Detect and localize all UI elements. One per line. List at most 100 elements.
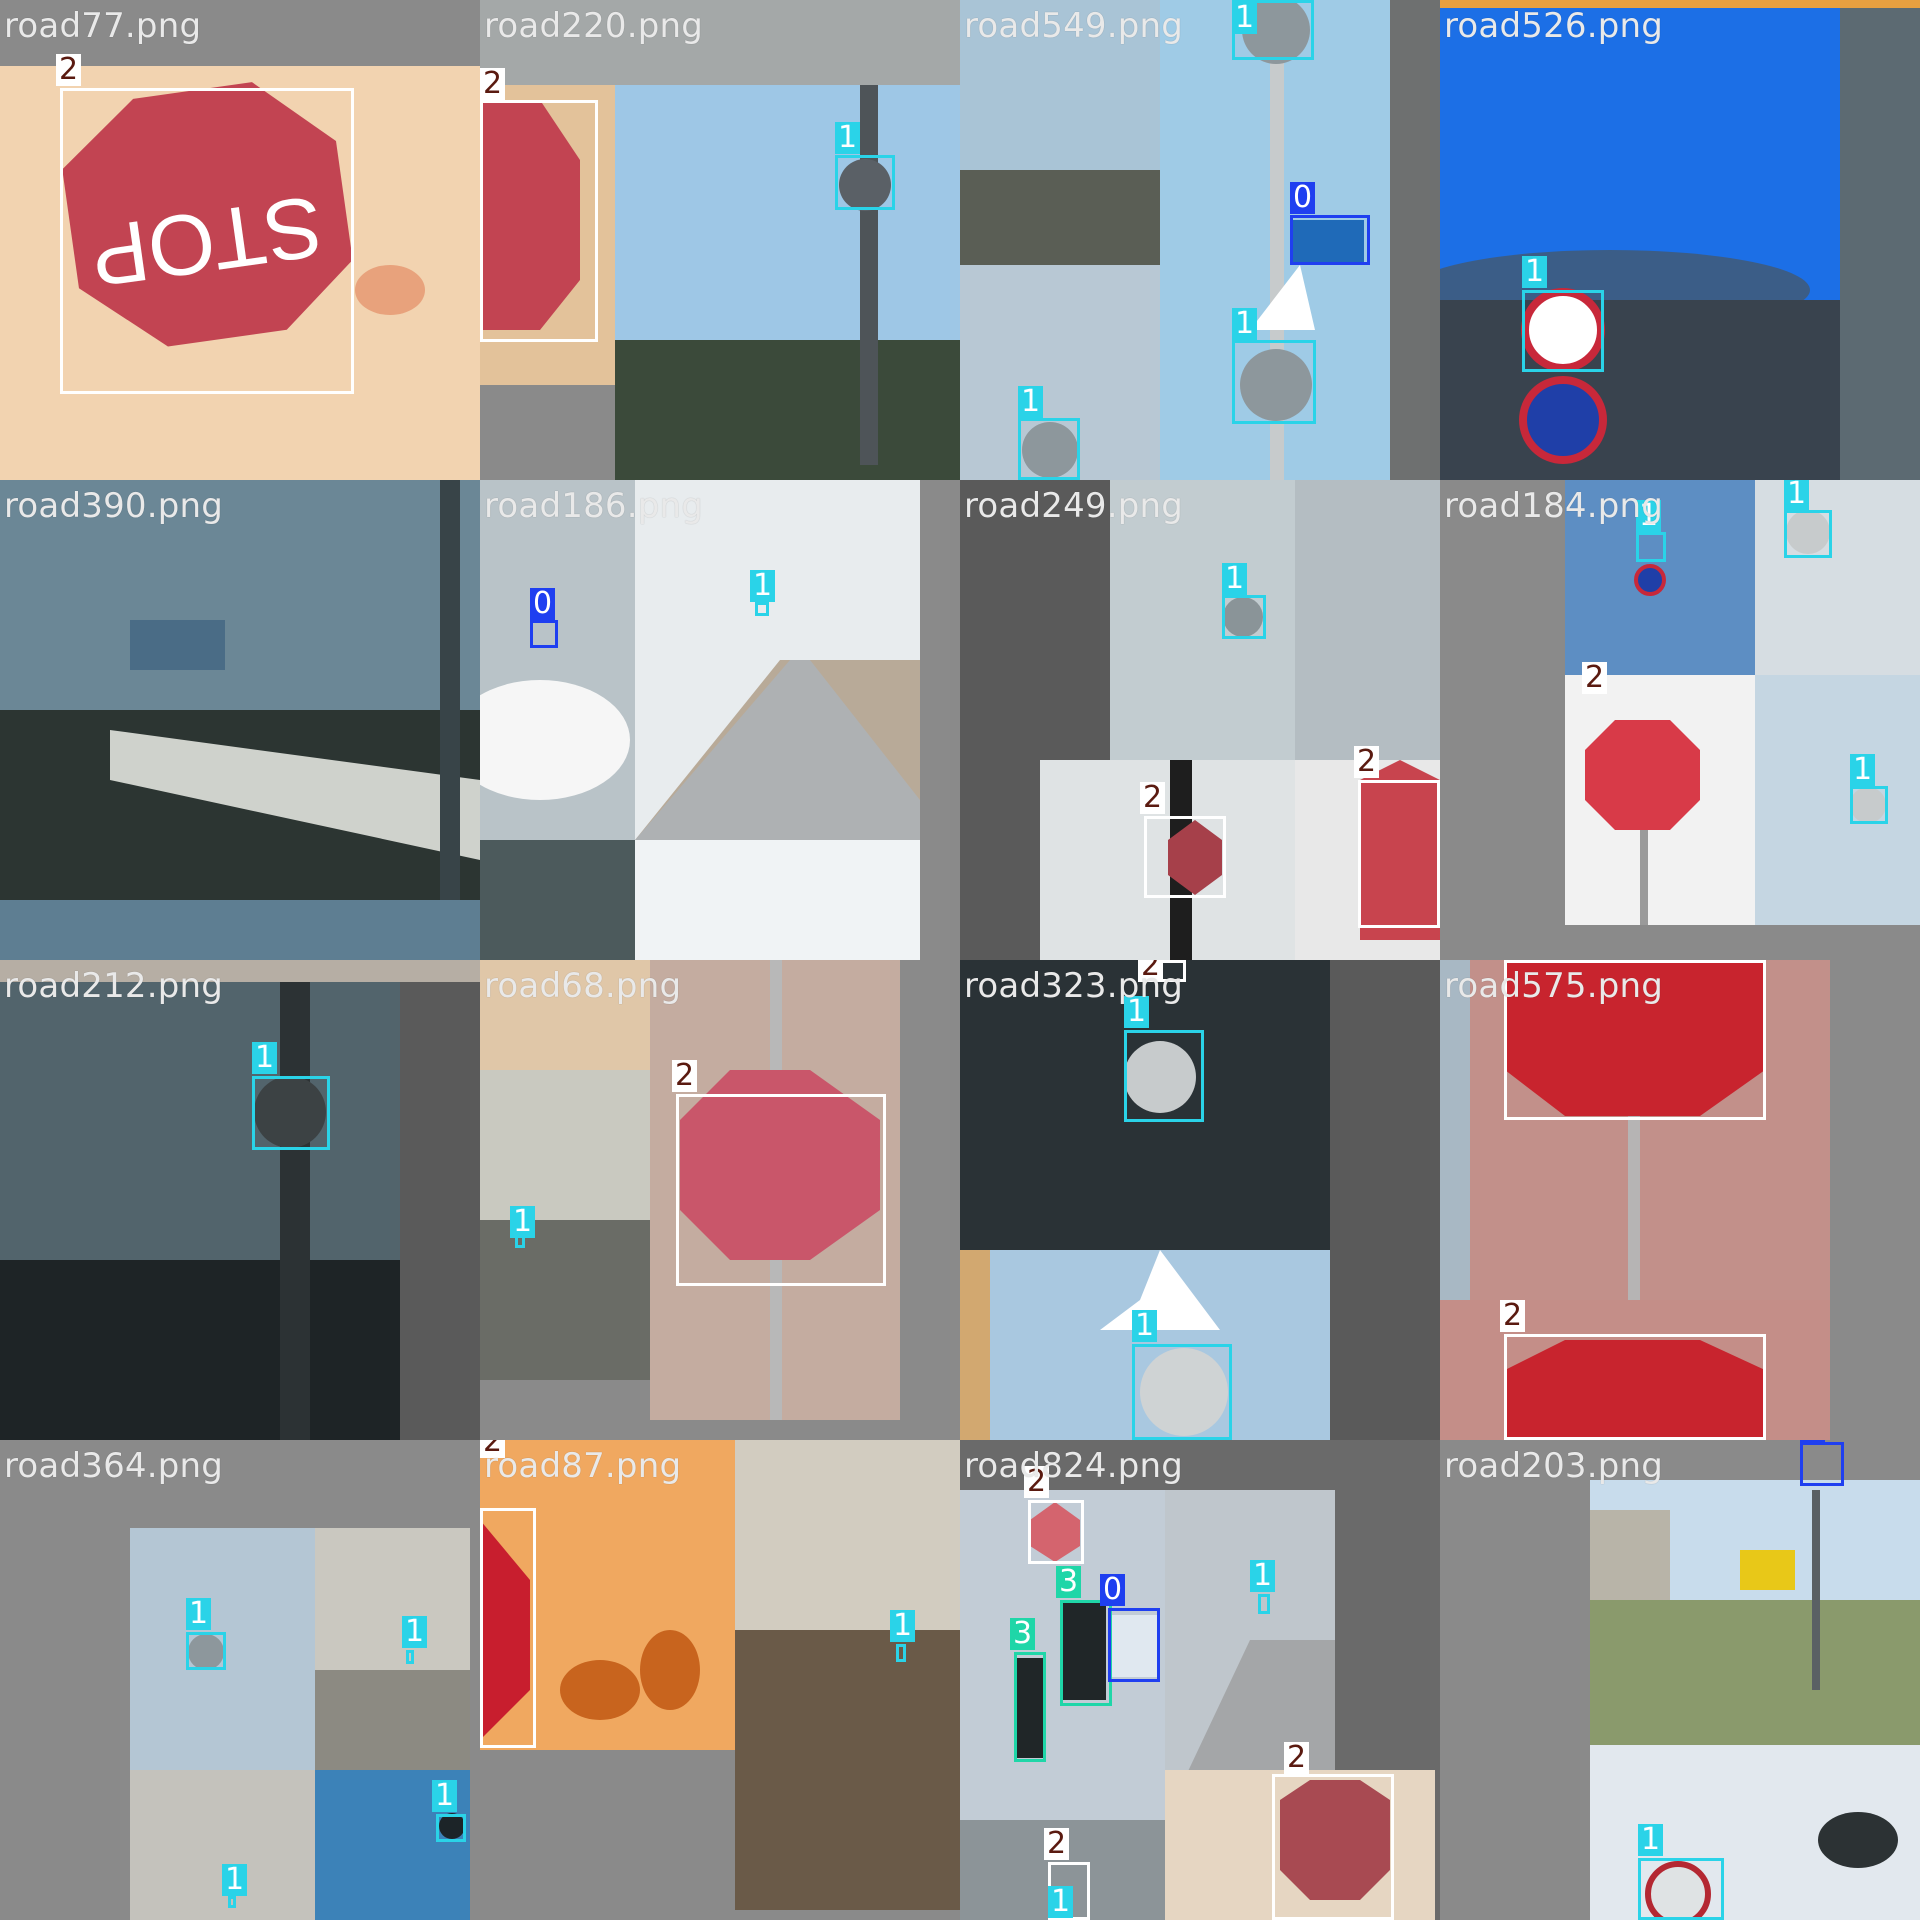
tile-image xyxy=(0,480,480,960)
detection-box-class-2 xyxy=(480,1508,536,1748)
class-label: 1 xyxy=(432,1780,458,1812)
class-label: 2 xyxy=(1044,1828,1070,1860)
detection-box-class-1 xyxy=(1222,595,1266,639)
detection-box-class-0 xyxy=(530,620,558,648)
detection-box-class-3 xyxy=(1060,1600,1112,1706)
class-label: 1 xyxy=(1124,996,1150,1028)
detection-box-class-1 xyxy=(436,1814,466,1842)
tile-road526: road526.png 1 xyxy=(1440,0,1920,480)
detection-box-class-1 xyxy=(1784,510,1832,558)
file-name: road249.png xyxy=(964,486,1184,526)
tile-road549: road549.png 1 0 1 1 xyxy=(960,0,1440,480)
tile-image xyxy=(1440,480,1920,960)
tile-image xyxy=(480,0,960,480)
file-name: road87.png xyxy=(484,1446,682,1486)
tile-road68: road68.png 2 1 xyxy=(480,960,960,1440)
class-label: 2 xyxy=(1138,960,1164,982)
file-name: road186.png xyxy=(484,486,704,526)
tile-road364: road364.png 1 1 1 1 xyxy=(0,1440,480,1920)
tile-road323: road323.png 2 1 1 xyxy=(960,960,1440,1440)
class-label: 2 xyxy=(1354,746,1380,778)
file-name: road390.png xyxy=(4,486,224,526)
class-label: 2 xyxy=(1024,1466,1050,1498)
class-label: 1 xyxy=(252,1042,278,1074)
class-label: 1 xyxy=(1048,1886,1074,1918)
detection-box-class-0 xyxy=(1108,1608,1160,1682)
class-label: 3 xyxy=(1056,1566,1082,1598)
detection-box-class-1 xyxy=(755,602,769,616)
tile-road184: road184.png 1 1 1 2 xyxy=(1440,480,1920,960)
class-label: 1 xyxy=(402,1616,428,1648)
tile-road203: road203.png 0 1 xyxy=(1440,1440,1920,1920)
class-label: 1 xyxy=(1522,256,1548,288)
tile-image xyxy=(480,1440,960,1920)
class-label: 1 xyxy=(1132,1310,1158,1342)
detection-box-class-2 xyxy=(1358,780,1440,928)
detection-box-class-1 xyxy=(186,1632,226,1670)
detection-box-class-1 xyxy=(1850,786,1888,824)
file-name: road575.png xyxy=(1444,966,1664,1006)
file-name: road526.png xyxy=(1444,6,1664,46)
detection-box-class-1 xyxy=(1522,290,1604,372)
tile-road212: road212.png 1 xyxy=(0,960,480,1440)
detection-box-class-1 xyxy=(228,1896,236,1908)
class-label: 0 xyxy=(1290,182,1316,214)
detection-box-class-0 xyxy=(1800,1442,1844,1486)
tile-image xyxy=(480,960,960,1440)
class-label: 1 xyxy=(1018,386,1044,418)
class-label: 1 xyxy=(1784,480,1810,510)
file-name: road323.png xyxy=(964,966,1184,1006)
class-label: 2 xyxy=(1284,1742,1310,1774)
tile-road390: road390.png xyxy=(0,480,480,960)
detection-box-class-2 xyxy=(1504,960,1766,1120)
class-label: 2 xyxy=(480,68,506,100)
detection-box-class-0 xyxy=(1290,215,1370,265)
class-label: 1 xyxy=(510,1206,536,1238)
tile-road824: road824.png 2 3 3 0 1 2 2 1 xyxy=(960,1440,1440,1920)
detection-box-class-1 xyxy=(1232,340,1316,424)
class-label: 1 xyxy=(1250,1560,1276,1592)
detection-box-class-1 xyxy=(252,1076,330,1150)
class-label: 2 xyxy=(1140,782,1166,814)
tile-image xyxy=(1440,960,1920,1440)
class-label: 2 xyxy=(56,54,82,86)
class-label: 1 xyxy=(1222,563,1248,595)
tile-road186: road186.png 0 1 xyxy=(480,480,960,960)
file-name: road212.png xyxy=(4,966,224,1006)
class-label: 2 xyxy=(1582,662,1608,694)
detection-box-class-1 xyxy=(835,155,895,210)
detection-box-class-3 xyxy=(1014,1652,1046,1762)
file-name: road68.png xyxy=(484,966,682,1006)
detection-box-class-2 xyxy=(60,88,354,394)
class-label: 1 xyxy=(1232,308,1258,340)
detection-box-class-1 xyxy=(406,1650,414,1664)
detection-box-class-1 xyxy=(1132,1344,1232,1440)
class-label: 0 xyxy=(1800,1440,1826,1442)
class-label: 1 xyxy=(1850,754,1876,786)
file-name: road549.png xyxy=(964,6,1184,46)
file-name: road203.png xyxy=(1444,1446,1664,1486)
tile-image xyxy=(1440,1440,1920,1920)
tile-image: STOP xyxy=(0,0,480,480)
class-label: 1 xyxy=(222,1864,248,1896)
class-label: 1 xyxy=(1636,500,1662,532)
class-label: 2 xyxy=(480,1440,506,1458)
detection-box-class-1 xyxy=(896,1644,906,1662)
tile-road249: road249.png 1 2 2 xyxy=(960,480,1440,960)
tile-image xyxy=(1440,0,1920,480)
detection-box-class-1 xyxy=(1636,532,1666,562)
detection-box-class-2 xyxy=(480,100,598,342)
tile-image xyxy=(0,1440,480,1920)
class-label: 1 xyxy=(750,570,776,602)
detection-box-class-2 xyxy=(1028,1500,1084,1564)
tile-image xyxy=(960,960,1440,1440)
detection-box-class-2 xyxy=(1272,1774,1394,1920)
file-name: road824.png xyxy=(964,1446,1184,1486)
tile-road575: road575.png 2 2 xyxy=(1440,960,1920,1440)
class-label: 0 xyxy=(530,588,556,620)
detection-box-class-2 xyxy=(676,1094,886,1286)
detection-box-class-2 xyxy=(1144,816,1226,898)
class-label: 3 xyxy=(1010,1618,1036,1650)
file-name: road364.png xyxy=(4,1446,224,1486)
